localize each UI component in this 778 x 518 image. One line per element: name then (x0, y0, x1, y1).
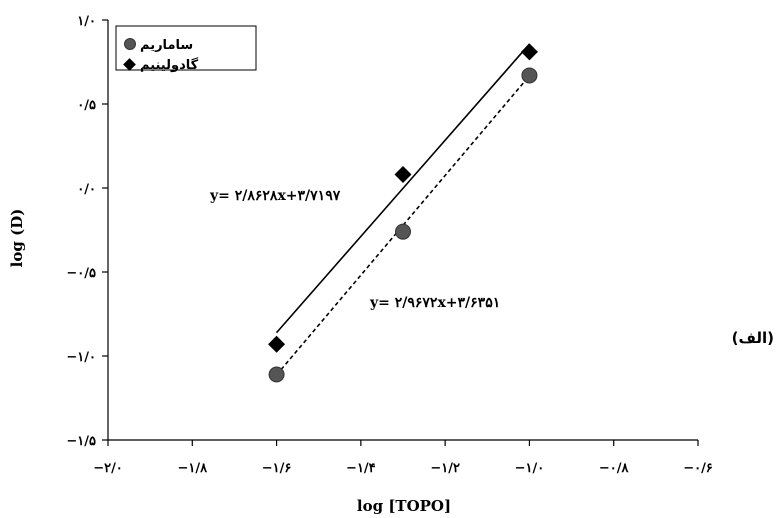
fit-line-samarium (275, 75, 531, 376)
x-tick-label: −۱/۰ (515, 461, 545, 476)
fit-line-gadolinium (275, 43, 531, 334)
x-tick-label: −۲/۰ (93, 461, 123, 476)
equation-samarium: y= ۲/۹۶۷۲x+۳/۶۳۵۱ (369, 295, 500, 311)
legend-label-samarium: ساماریم (140, 38, 193, 53)
equation-gadolinium: y= ۲/۸۶۲۸x+۳/۷۱۹۷ (209, 188, 341, 204)
y-tick-label: ۱/۰ (77, 14, 96, 29)
legend-box (115, 25, 257, 71)
x-tick-label: −۱/۲ (430, 461, 460, 476)
x-tick-label: −۱/۶ (262, 461, 292, 476)
y-tick-label: −۱/۰ (66, 350, 96, 365)
point-samarium (268, 366, 285, 383)
x-ticks: −۲/۰ −۱/۸ −۱/۶ −۱/۴ −۱/۲ −۱/۰ −۰/۸ −۰/۶ (93, 440, 713, 476)
data-points (268, 43, 538, 383)
y-tick-label: ۰/۵ (77, 98, 96, 113)
point-gadolinium (520, 43, 538, 61)
point-gadolinium (268, 335, 286, 353)
y-tick-label: ۰/۰ (77, 182, 96, 197)
point-samarium (395, 223, 411, 240)
point-samarium (521, 67, 538, 84)
x-tick-label: −۱/۴ (346, 461, 376, 476)
figure-label: (الف) (732, 329, 774, 347)
y-tick-label: −۱/۵ (66, 434, 96, 449)
x-tick-label: −۰/۸ (599, 461, 630, 476)
y-tick-label: −۰/۵ (66, 266, 96, 281)
point-gadolinium (394, 166, 412, 184)
fit-lines (275, 43, 531, 376)
legend-marker-samarium (124, 38, 136, 50)
x-axis-title: log [TOPO] (357, 497, 451, 515)
y-axis-title: log (D) (8, 209, 26, 268)
legend: ساماریم گادولینیم (115, 25, 257, 73)
y-ticks: ۱/۰ ۰/۵ ۰/۰ −۰/۵ −۱/۰ −۱/۵ (66, 14, 108, 449)
x-tick-label: −۰/۶ (683, 461, 713, 476)
legend-label-gadolinium: گادولینیم (140, 57, 199, 73)
axes (107, 20, 698, 441)
x-tick-label: −۱/۸ (177, 461, 208, 476)
equation-labels: y= ۲/۹۶۷۲x+۳/۶۳۵۱ y= ۲/۸۶۲۸x+۳/۷۱۹۷ (209, 188, 500, 311)
